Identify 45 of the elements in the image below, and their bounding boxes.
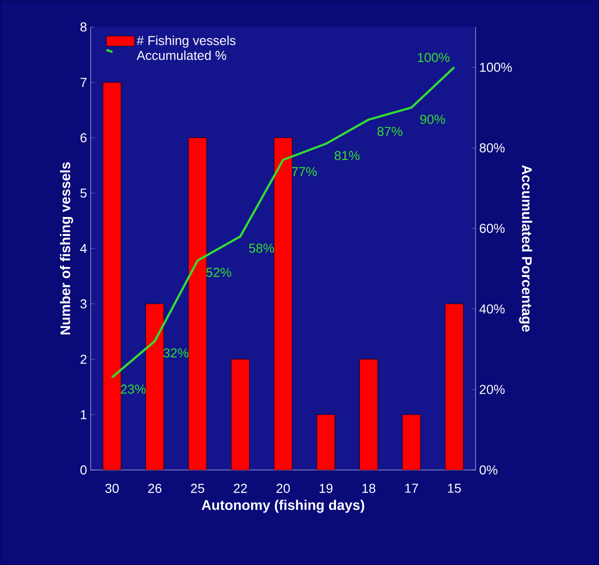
legend-label: Accumulated % [136, 50, 226, 60]
y-tick-label: 4 [80, 244, 87, 253]
y-tick-label: 7 [80, 78, 86, 87]
x-tick-label: 25 [191, 484, 204, 493]
bar [402, 414, 421, 470]
y-axis-title: Number of fishing vessels [60, 162, 74, 334]
y2-tick-label: 100% [480, 62, 512, 72]
y2-tick-label: 20% [480, 384, 505, 394]
y-tick-label: 5 [80, 188, 87, 198]
x-tick-label: 15 [448, 484, 461, 493]
bar [359, 359, 378, 470]
data-label: 81% [334, 150, 360, 160]
bar [231, 359, 250, 470]
y-tick-label: 3 [80, 299, 87, 308]
bar [146, 304, 164, 470]
y-tick-label: 2 [80, 354, 86, 364]
bar [274, 138, 292, 470]
x-tick-label: 19 [320, 484, 332, 493]
legend-label: # Fishing vessels [136, 36, 236, 48]
bar [102, 82, 122, 470]
y-tick-label: 1 [80, 410, 86, 420]
y2-tick-label: 40% [479, 304, 505, 314]
y2-tick-label: 60% [480, 224, 505, 233]
line-series [110, 66, 456, 378]
y-tick-label: 0 [80, 465, 87, 475]
data-label: 77% [292, 167, 317, 176]
x-axis-title: Autonomy (fishing days) [202, 500, 364, 513]
y2-axis-title: Accumulated Porcentage [519, 165, 532, 332]
y-tick-label: 8 [80, 22, 87, 32]
bar [188, 138, 207, 470]
x-tick-label: 17 [405, 484, 418, 493]
y-tick-label: 6 [80, 133, 87, 142]
x-tick-label: 30 [105, 484, 119, 493]
x-tick-label: 26 [148, 484, 162, 493]
bar [445, 304, 464, 470]
data-label: 87% [377, 126, 402, 136]
x-tick-label: 18 [362, 484, 376, 493]
y2-tick-label: 0% [480, 465, 498, 475]
data-label: 100% [418, 52, 450, 62]
y2-tick-label: 80% [480, 143, 505, 152]
bar [316, 414, 336, 470]
x-tick-label: 22 [234, 484, 247, 493]
data-label: 58% [249, 244, 274, 253]
data-label: 90% [420, 114, 446, 124]
x-tick-label: 20 [276, 484, 290, 493]
